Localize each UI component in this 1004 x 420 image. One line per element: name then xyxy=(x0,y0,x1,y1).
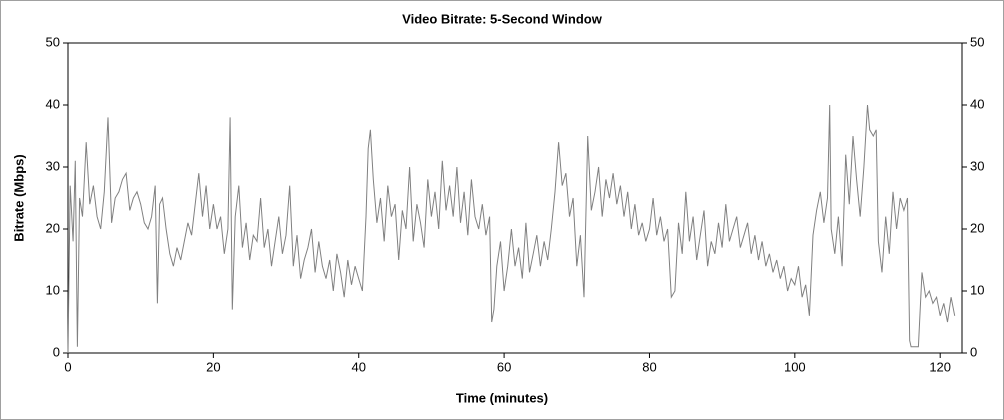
x-tick-label: 100 xyxy=(784,359,806,374)
y-tick-label: 0 xyxy=(53,344,60,359)
x-tick-label: 120 xyxy=(929,359,951,374)
y-tick-label: 30 xyxy=(46,158,60,173)
x-tick-label: 60 xyxy=(497,359,511,374)
y-tick-label-right: 10 xyxy=(970,282,984,297)
y-tick-label-right: 0 xyxy=(970,344,977,359)
y-tick-label-right: 40 xyxy=(970,96,984,111)
y-tick-label: 10 xyxy=(46,282,60,297)
y-tick-label-right: 30 xyxy=(970,158,984,173)
plot-area xyxy=(67,42,963,354)
y-axis-label: Bitrate (Mbps) xyxy=(11,154,26,241)
x-axis-label: Time (minutes) xyxy=(456,390,548,405)
y-tick-label: 50 xyxy=(46,34,60,49)
chart-title: Video Bitrate: 5-Second Window xyxy=(402,11,603,26)
y-tick-label: 20 xyxy=(46,220,60,235)
bitrate-line xyxy=(67,104,956,354)
y-tick-label-right: 50 xyxy=(970,34,984,49)
y-tick-label: 40 xyxy=(46,96,60,111)
x-tick-label: 20 xyxy=(206,359,220,374)
y-tick-label-right: 20 xyxy=(970,220,984,235)
x-tick-label: 0 xyxy=(64,359,71,374)
x-tick-label: 40 xyxy=(351,359,365,374)
x-tick-label: 80 xyxy=(642,359,656,374)
